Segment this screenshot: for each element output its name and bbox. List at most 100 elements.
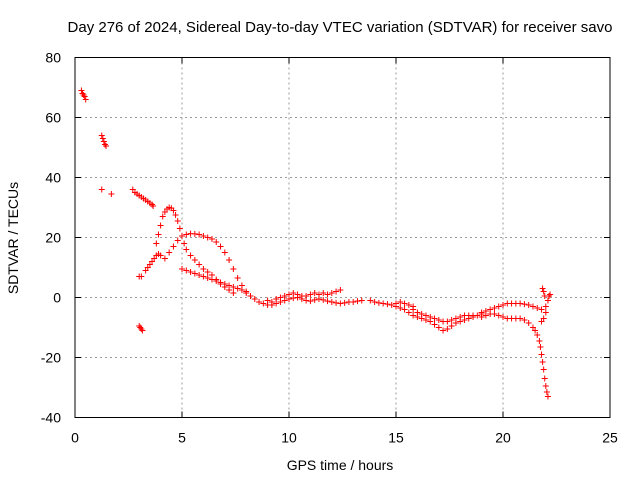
x-tick-label: 0 <box>71 430 79 446</box>
data-point <box>541 293 548 299</box>
data-point <box>422 312 429 319</box>
data-point <box>328 290 335 296</box>
data-point <box>234 275 241 281</box>
data-point <box>247 293 254 299</box>
data-point <box>251 296 258 302</box>
data-point <box>539 359 546 365</box>
data-point <box>183 267 190 274</box>
data-point <box>341 299 348 306</box>
data-point <box>82 96 89 103</box>
data-point <box>320 296 327 303</box>
data-point <box>482 312 489 319</box>
data-point <box>307 298 314 305</box>
data-point <box>157 252 164 259</box>
data-point <box>101 141 108 148</box>
data-point <box>290 295 297 302</box>
data-point <box>350 299 357 305</box>
data-point <box>108 191 115 197</box>
data-point <box>405 302 412 308</box>
data-point <box>264 297 271 304</box>
data-point <box>500 302 506 308</box>
data-point <box>286 291 292 298</box>
y-tick-label: -40 <box>41 410 61 426</box>
data-point <box>444 326 451 332</box>
data-point <box>547 291 554 298</box>
data-point <box>100 138 107 145</box>
data-point <box>243 290 250 296</box>
data-point <box>217 279 224 286</box>
y-axis-label: SDTVAR / TECUs <box>5 182 21 294</box>
data-point <box>452 315 459 322</box>
data-point <box>159 213 166 220</box>
data-point <box>183 231 190 238</box>
data-point <box>157 222 164 229</box>
data-series <box>78 87 554 400</box>
x-tick-label: 5 <box>178 430 186 446</box>
y-tick-label: -20 <box>41 350 61 366</box>
data-point <box>234 285 241 292</box>
data-point <box>99 135 106 142</box>
data-point <box>311 290 318 296</box>
data-point <box>226 282 233 289</box>
data-point <box>384 301 391 308</box>
data-point <box>470 312 477 319</box>
data-point <box>537 344 544 350</box>
data-point <box>256 299 263 305</box>
data-point <box>307 291 314 298</box>
data-point <box>324 298 331 305</box>
data-point <box>521 301 528 308</box>
data-point <box>397 305 404 311</box>
data-point <box>172 212 179 218</box>
data-point <box>208 276 215 283</box>
data-point <box>260 300 267 307</box>
data-point <box>393 303 399 310</box>
data-point <box>315 291 322 298</box>
data-point <box>333 288 340 295</box>
data-point <box>311 296 318 303</box>
grid <box>75 57 610 418</box>
x-axis-label: GPS time / hours <box>287 457 394 473</box>
data-point <box>333 299 340 306</box>
data-point <box>536 338 543 344</box>
data-point <box>525 302 532 308</box>
data-point <box>427 314 434 320</box>
data-point <box>138 273 145 280</box>
data-point <box>191 230 198 237</box>
data-point <box>273 296 280 302</box>
data-point <box>200 266 207 272</box>
data-point <box>542 383 549 389</box>
data-point <box>401 306 408 313</box>
data-point <box>478 314 485 320</box>
data-point <box>139 327 146 334</box>
x-tick-label: 10 <box>281 430 297 446</box>
chart-title: Day 276 of 2024, Sidereal Day-to-day VTE… <box>68 19 613 36</box>
data-point <box>161 255 168 262</box>
data-point <box>542 309 549 316</box>
data-point <box>491 305 498 311</box>
data-point <box>290 290 297 296</box>
data-point <box>196 231 203 238</box>
data-point <box>540 288 547 295</box>
data-point <box>532 327 539 334</box>
data-point <box>196 272 203 278</box>
data-point <box>431 321 438 328</box>
data-point <box>371 299 378 305</box>
data-point <box>281 293 288 299</box>
data-point <box>174 218 181 224</box>
data-point <box>81 93 88 100</box>
data-point <box>457 314 464 320</box>
data-point <box>78 87 85 94</box>
data-point <box>166 249 173 256</box>
data-point <box>200 233 207 239</box>
data-point <box>230 284 237 290</box>
data-point <box>544 393 551 400</box>
data-point <box>525 320 532 326</box>
data-point <box>277 294 284 301</box>
data-point <box>191 257 198 263</box>
data-point <box>213 278 220 284</box>
data-point <box>491 311 498 317</box>
data-point <box>521 317 528 323</box>
data-point <box>324 291 331 298</box>
